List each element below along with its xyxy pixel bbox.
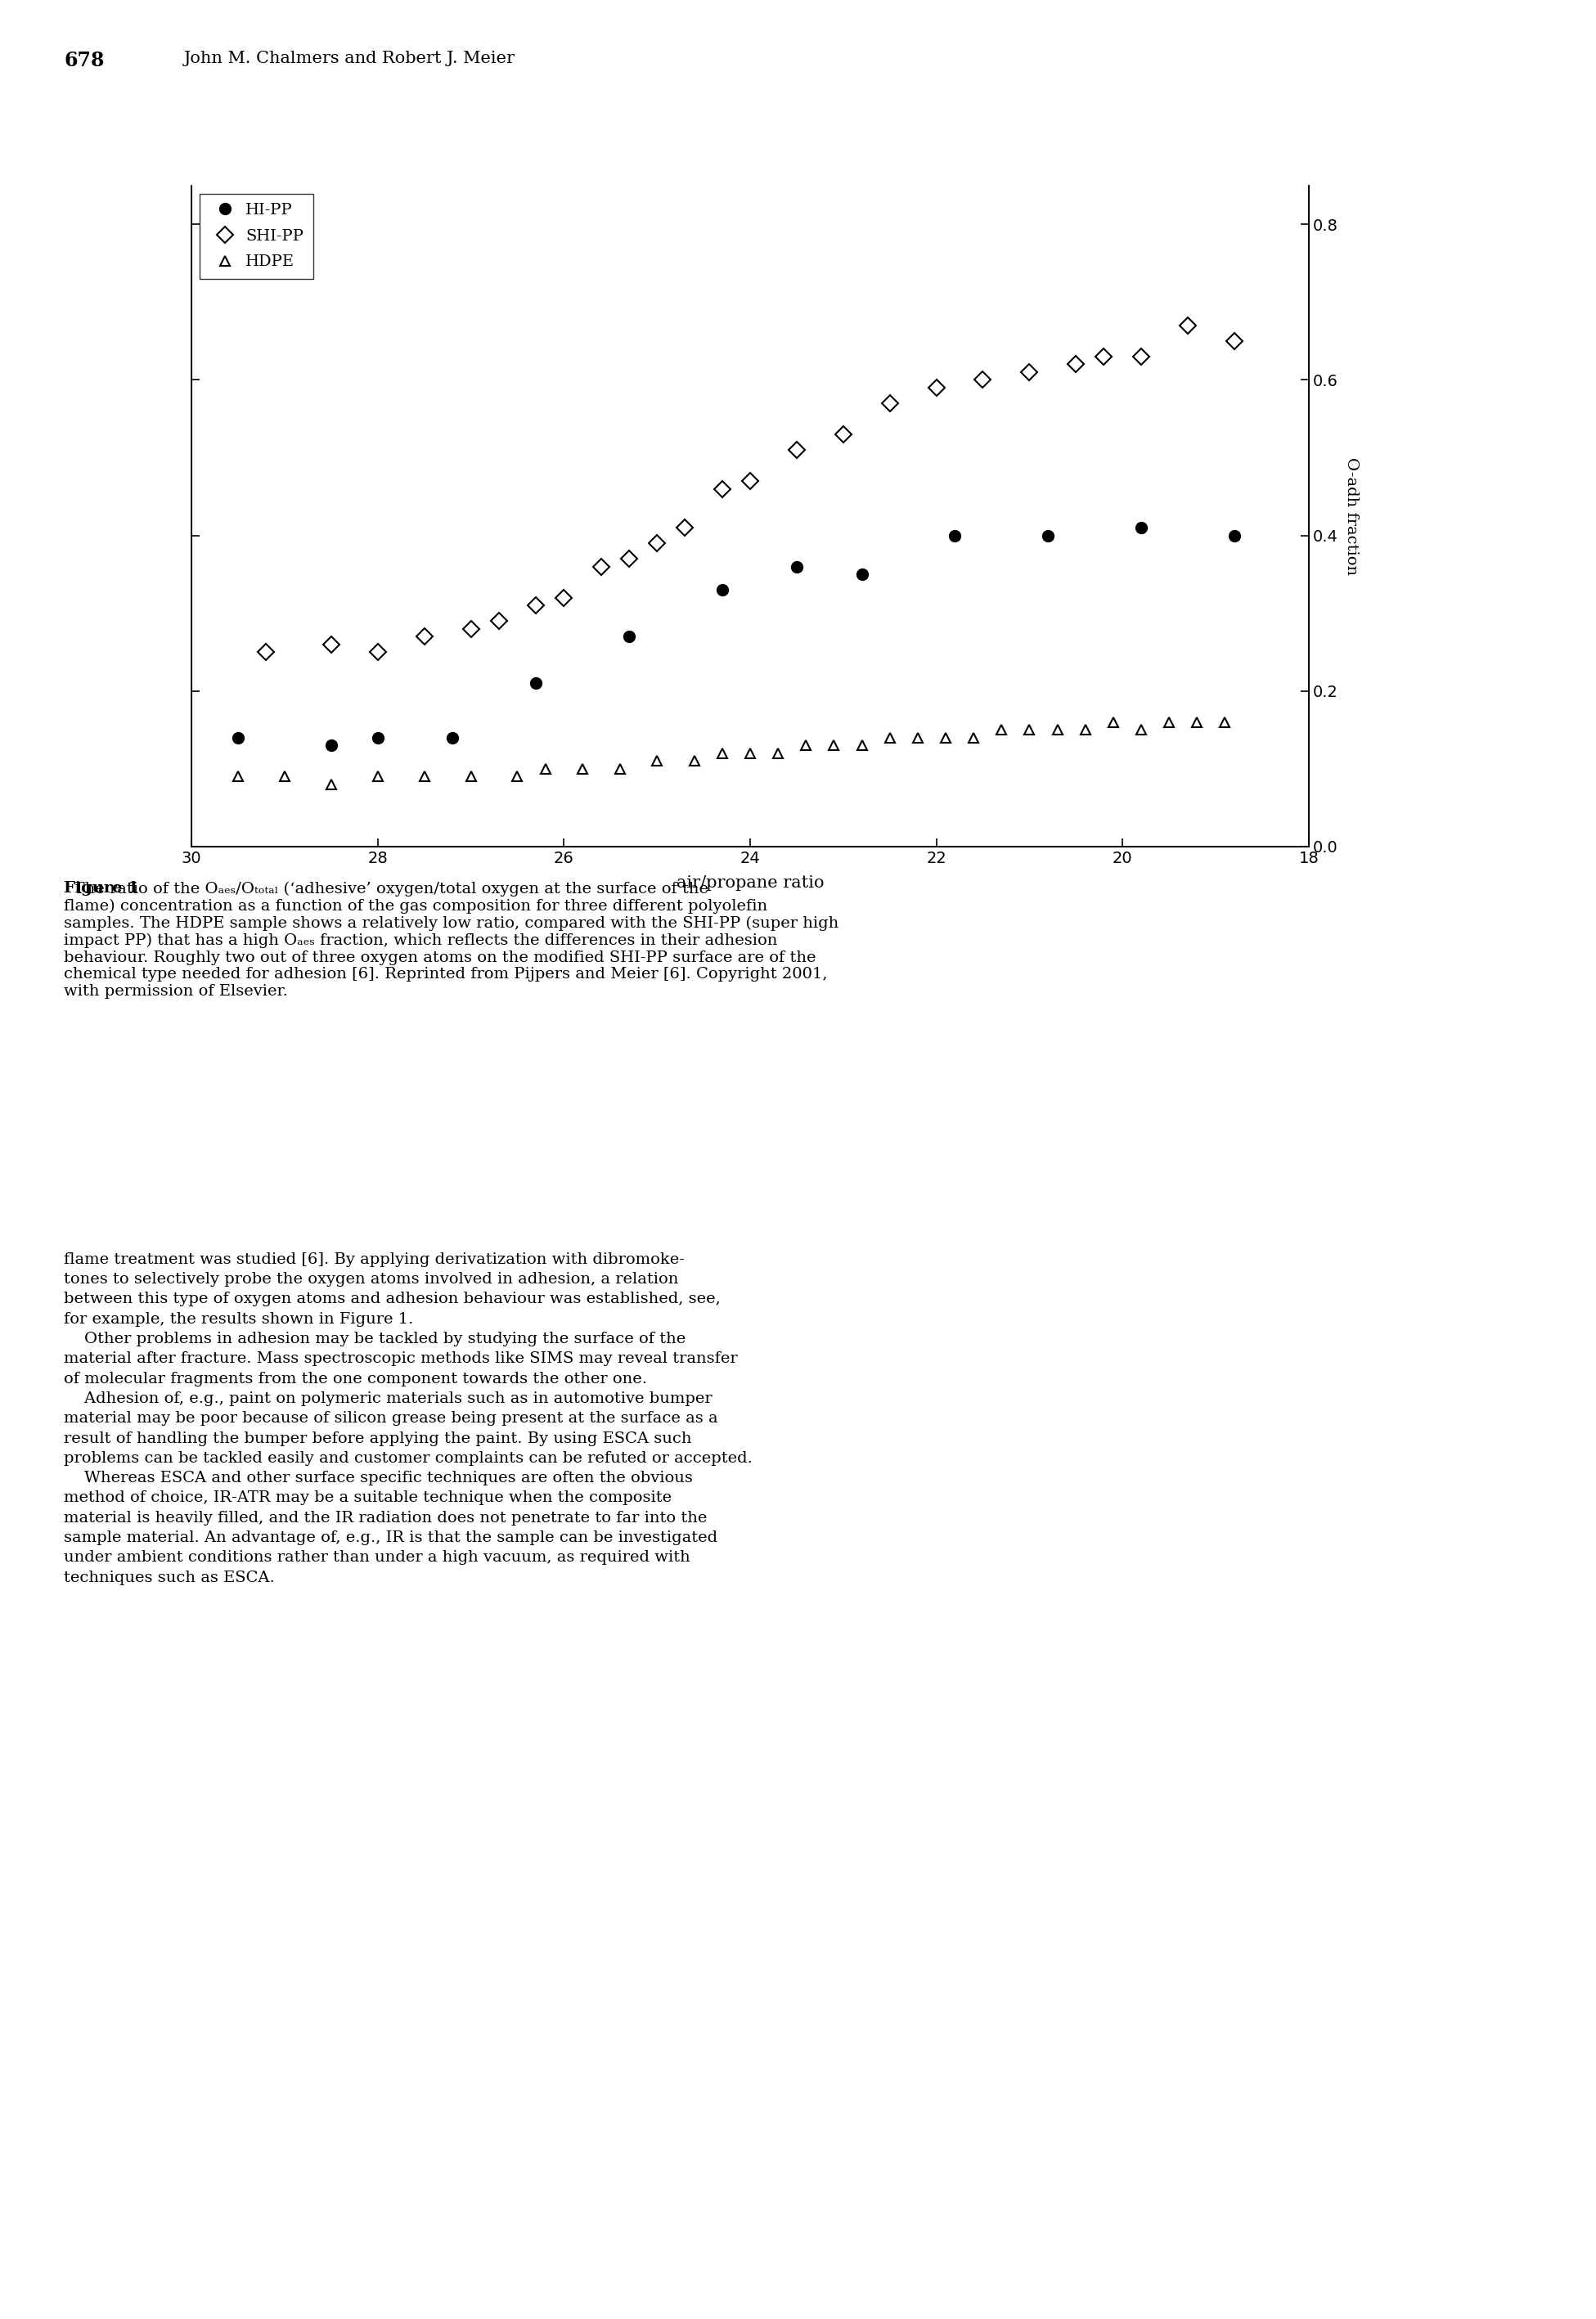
Text: Figure 1: Figure 1 [64, 881, 139, 895]
Text: flame treatment was studied [6]. By applying derivatization with dibromoke-
tone: flame treatment was studied [6]. By appl… [64, 1252, 753, 1584]
Text: 678: 678 [64, 51, 104, 70]
X-axis label: air/propane ratio: air/propane ratio [677, 874, 824, 890]
Legend: HI-PP, SHI-PP, HDPE: HI-PP, SHI-PP, HDPE [200, 192, 313, 278]
Text: John M. Chalmers and Robert J. Meier: John M. Chalmers and Robert J. Meier [184, 51, 516, 67]
Text: The ratio of the Oₐₑₛ/Oₜₒₜₐₗ (‘adhesive’ oxygen/total oxygen at the surface of t: The ratio of the Oₐₑₛ/Oₜₒₜₐₗ (‘adhesive’… [64, 881, 839, 999]
Y-axis label: O-adh fraction: O-adh fraction [1344, 457, 1358, 575]
